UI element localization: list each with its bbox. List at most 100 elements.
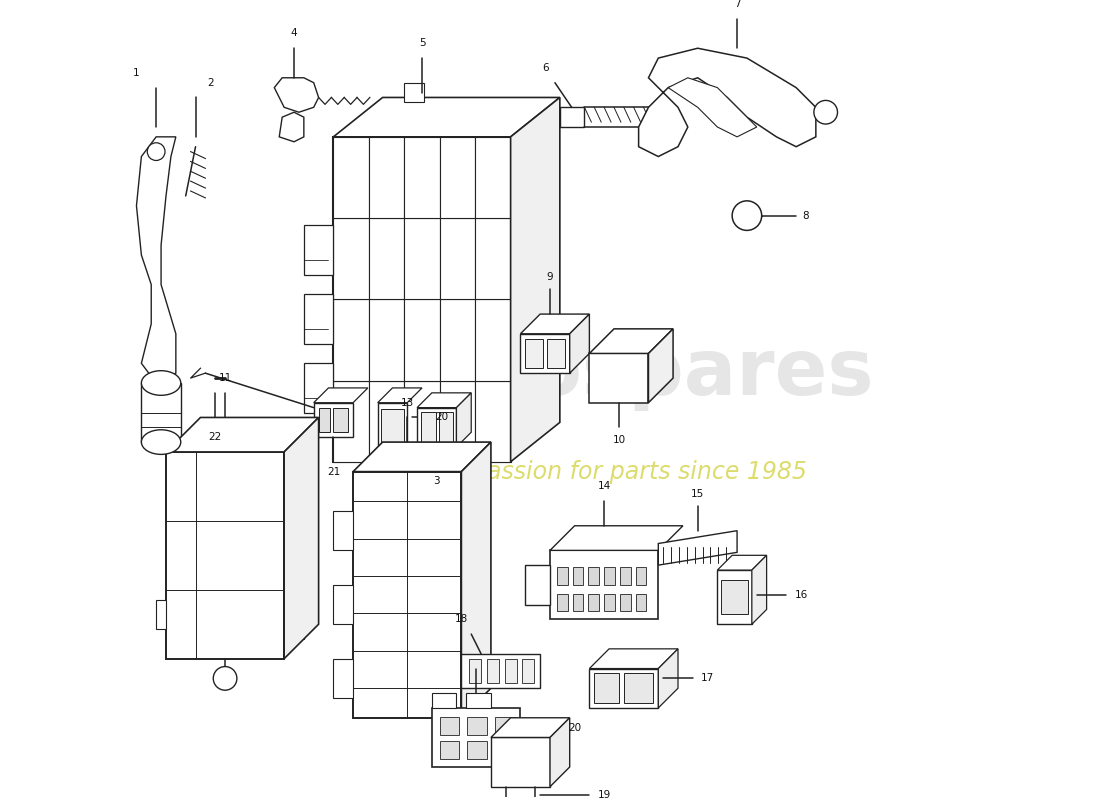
Bar <box>284 465 304 490</box>
Text: 14: 14 <box>597 482 611 491</box>
Text: 7: 7 <box>734 0 740 9</box>
Polygon shape <box>590 649 678 669</box>
Polygon shape <box>284 418 319 658</box>
Bar <box>284 539 304 564</box>
Polygon shape <box>550 718 570 786</box>
Text: 2: 2 <box>207 78 213 88</box>
Bar <box>557 594 568 611</box>
Bar <box>439 411 452 443</box>
Bar <box>432 693 456 708</box>
Bar <box>432 708 520 767</box>
Bar <box>417 408 456 447</box>
Bar <box>475 381 510 462</box>
Bar <box>304 226 333 274</box>
Text: 8: 8 <box>803 210 810 221</box>
Polygon shape <box>510 98 560 462</box>
Bar <box>526 338 543 368</box>
Text: 9: 9 <box>547 272 553 282</box>
Bar <box>522 658 535 683</box>
Bar <box>505 658 517 683</box>
Text: a passion for parts since 1985: a passion for parts since 1985 <box>450 460 807 484</box>
Polygon shape <box>717 555 767 570</box>
Text: 18: 18 <box>454 614 467 624</box>
Bar <box>440 717 460 734</box>
Bar <box>440 742 460 759</box>
Text: 19: 19 <box>597 790 611 799</box>
Bar <box>470 658 481 683</box>
Bar <box>620 567 630 585</box>
Circle shape <box>814 101 837 124</box>
Bar <box>333 511 353 550</box>
Bar <box>491 738 550 786</box>
Bar <box>620 594 630 611</box>
Bar <box>333 137 369 218</box>
Bar <box>594 674 619 703</box>
Text: eurospares: eurospares <box>383 335 874 411</box>
Bar <box>284 614 304 639</box>
Bar <box>573 567 583 585</box>
Polygon shape <box>156 600 166 629</box>
Bar <box>333 299 369 381</box>
Text: 5: 5 <box>419 38 426 48</box>
Bar <box>560 107 584 127</box>
Bar <box>495 717 515 734</box>
Bar <box>405 299 440 381</box>
Ellipse shape <box>142 370 180 395</box>
Bar <box>722 580 748 614</box>
Bar <box>588 594 600 611</box>
Bar <box>377 402 407 447</box>
Bar <box>440 299 475 381</box>
Polygon shape <box>136 137 176 383</box>
Text: 6: 6 <box>542 63 549 73</box>
Ellipse shape <box>142 430 180 454</box>
Circle shape <box>213 666 236 690</box>
Text: 20: 20 <box>568 722 581 733</box>
Bar <box>717 570 751 624</box>
Bar <box>421 411 436 443</box>
Polygon shape <box>461 442 491 718</box>
Bar <box>475 137 510 218</box>
Bar <box>557 567 568 585</box>
Bar <box>333 408 349 432</box>
Bar <box>466 693 491 708</box>
Polygon shape <box>520 314 590 334</box>
Bar <box>333 585 353 624</box>
Bar <box>573 594 583 611</box>
Bar <box>440 381 475 462</box>
Text: 15: 15 <box>691 490 704 499</box>
Polygon shape <box>658 649 678 708</box>
Polygon shape <box>658 530 737 565</box>
Text: 21: 21 <box>327 466 340 477</box>
Bar <box>461 654 540 688</box>
Bar <box>142 383 180 442</box>
Polygon shape <box>639 48 816 157</box>
Polygon shape <box>590 329 673 354</box>
Polygon shape <box>668 78 757 137</box>
Bar <box>333 137 510 462</box>
Polygon shape <box>333 98 560 137</box>
Polygon shape <box>456 393 471 447</box>
Bar <box>405 218 440 299</box>
Bar <box>381 409 405 443</box>
Polygon shape <box>570 314 590 373</box>
Polygon shape <box>751 555 767 624</box>
Bar <box>475 218 510 299</box>
Bar <box>590 669 658 708</box>
Bar <box>368 381 405 462</box>
Bar <box>487 658 498 683</box>
Bar <box>590 354 649 402</box>
Bar <box>319 408 330 432</box>
Polygon shape <box>314 388 367 402</box>
Bar <box>284 502 304 526</box>
Bar <box>636 567 647 585</box>
Bar <box>314 402 353 437</box>
Bar <box>405 381 440 462</box>
Bar <box>405 137 440 218</box>
Polygon shape <box>279 112 304 142</box>
Text: 17: 17 <box>701 674 714 683</box>
Bar <box>547 338 564 368</box>
Polygon shape <box>649 329 673 402</box>
Bar <box>368 299 405 381</box>
Text: 3: 3 <box>433 477 440 486</box>
Bar <box>284 577 304 602</box>
